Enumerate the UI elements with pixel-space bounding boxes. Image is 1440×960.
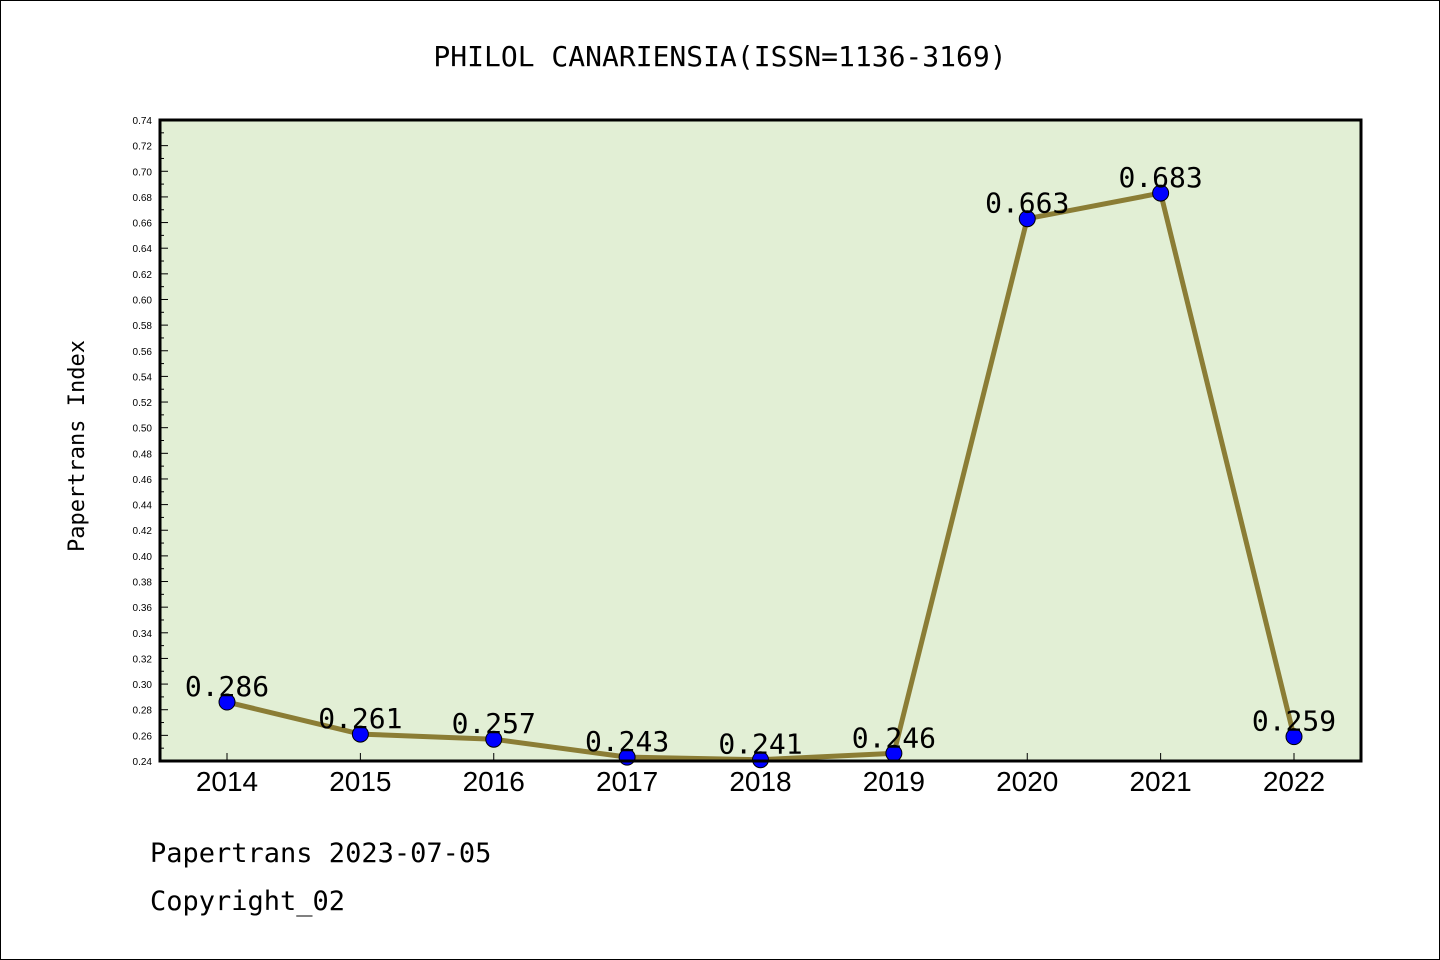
y-tick-label: 0.46 xyxy=(133,475,153,486)
data-label: 0.261 xyxy=(318,702,402,735)
y-tick-label: 0.42 xyxy=(133,526,153,537)
y-tick-label: 0.34 xyxy=(133,629,153,640)
y-tick-label: 0.54 xyxy=(133,372,153,383)
y-tick-label: 0.38 xyxy=(133,578,153,589)
data-point xyxy=(1152,184,1170,202)
x-tick-label: 2021 xyxy=(1129,766,1191,797)
data-label: 0.241 xyxy=(718,728,802,761)
y-tick-label: 0.56 xyxy=(133,347,153,358)
y-tick-label: 0.68 xyxy=(133,193,153,204)
data-point xyxy=(485,730,503,748)
footer-copyright: Copyright_02 xyxy=(150,886,346,917)
x-tick-label: 2014 xyxy=(196,766,258,797)
y-axis-ticks: 0.24 0.26 0.28 0.30 0.32 0.34 0.36 0.38 0.40 0.42… xyxy=(133,116,168,768)
y-axis-label: Papertrans Index xyxy=(65,340,90,552)
data-label: 0.663 xyxy=(985,187,1069,220)
footer-date: Papertrans 2023-07-05 xyxy=(150,838,492,869)
data-label: 0.259 xyxy=(1252,705,1336,738)
plot-area xyxy=(160,120,1361,761)
data-point xyxy=(1285,728,1303,746)
y-tick-label: 0.52 xyxy=(133,398,153,409)
y-tick-label: 0.30 xyxy=(133,680,153,691)
y-tick-label: 0.32 xyxy=(133,654,153,665)
y-tick-label: 0.70 xyxy=(133,167,153,178)
data-label: 0.286 xyxy=(185,670,269,703)
data-point xyxy=(351,725,369,743)
x-tick-label: 2018 xyxy=(729,766,791,797)
data-label: 0.243 xyxy=(585,725,669,758)
y-tick-label: 0.40 xyxy=(133,552,153,563)
x-tick-label: 2017 xyxy=(596,766,658,797)
data-point xyxy=(218,693,236,711)
y-tick-label: 0.60 xyxy=(133,295,153,306)
data-label: 0.683 xyxy=(1118,161,1202,194)
data-label: 0.246 xyxy=(852,721,936,754)
y-tick-label: 0.36 xyxy=(133,603,153,614)
y-tick-label: 0.66 xyxy=(133,219,153,230)
y-tick-label: 0.48 xyxy=(133,449,153,460)
data-point xyxy=(1018,210,1036,228)
x-tick-label: 2022 xyxy=(1263,766,1325,797)
y-tick-label: 0.28 xyxy=(133,706,153,717)
x-tick-label: 2015 xyxy=(329,766,391,797)
x-axis-ticks: 2014 2015 2016 2017 2018 2019 2020 2021 2022 xyxy=(196,753,1325,797)
chart-title: PHILOL CANARIENSIA(ISSN=1136-3169) xyxy=(433,40,1006,73)
x-tick-label: 2016 xyxy=(463,766,525,797)
data-label: 0.257 xyxy=(452,707,536,740)
y-tick-label: 0.72 xyxy=(133,142,153,153)
y-tick-label: 0.24 xyxy=(133,757,153,768)
y-tick-label: 0.62 xyxy=(133,270,153,281)
x-tick-label: 2020 xyxy=(996,766,1058,797)
y-tick-label: 0.26 xyxy=(133,731,153,742)
x-tick-label: 2019 xyxy=(863,766,925,797)
y-tick-label: 0.64 xyxy=(133,244,153,255)
y-tick-label: 0.74 xyxy=(133,116,153,127)
y-tick-label: 0.44 xyxy=(133,501,153,512)
y-tick-label: 0.50 xyxy=(133,424,153,435)
y-tick-label: 0.58 xyxy=(133,321,153,332)
plot-border xyxy=(158,118,1363,763)
